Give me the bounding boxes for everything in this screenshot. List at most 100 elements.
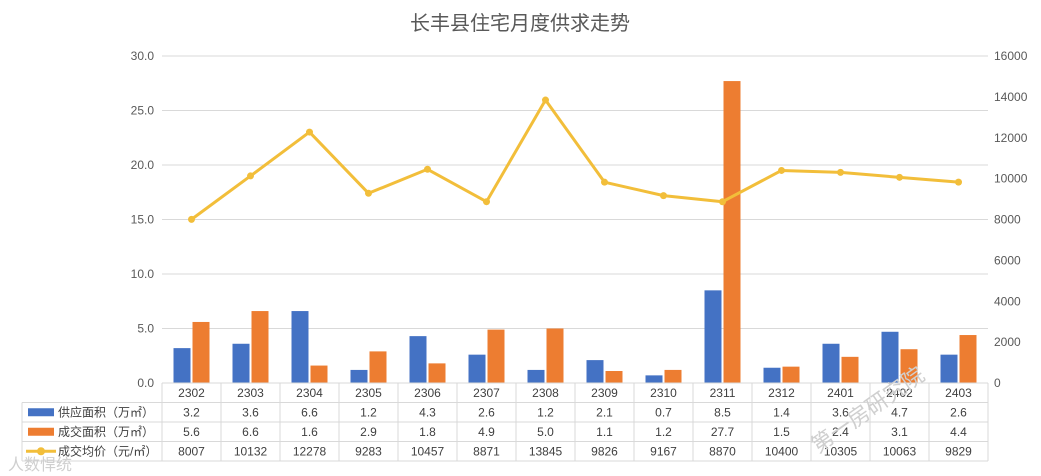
bar-supply [468,354,486,383]
data-cell: 1.2 [360,405,377,419]
bar-deal [959,335,977,383]
legend-label: 成交面积（万㎡） [58,424,154,439]
price-point [188,215,195,223]
y-left-tick-label: 5.0 [137,322,154,336]
data-cell: 0.7 [655,405,672,419]
y-left-tick-label: 25.0 [131,104,155,118]
price-point [306,128,313,136]
y-right-tick-label: 10000 [994,172,1028,186]
data-cell: 8871 [473,444,500,458]
bar-supply [940,354,958,383]
legend-label: 供应面积（万㎡） [58,404,154,419]
bar-deal [664,369,682,383]
y-left-tick-label: 20.0 [131,158,155,172]
data-cell: 10063 [883,444,917,458]
data-cell: 6.6 [301,405,318,419]
data-cell: 9283 [355,444,382,458]
bar-deal [369,351,387,383]
bar-supply [763,367,781,383]
bar-deal [900,349,918,383]
data-cell: 10305 [824,444,858,458]
data-cell: 4.3 [419,405,436,419]
data-cell: 9829 [945,444,972,458]
y-right-tick-label: 6000 [994,253,1021,267]
price-series-line [190,98,959,221]
data-cell: 1.2 [537,405,554,419]
data-table: 2302 2303 2304 2305 2306 2307 2308 2309 2310 2311… [21,382,989,462]
x-tick-label: 2308 [532,386,559,400]
data-cell: 1.4 [773,405,790,419]
price-point [365,189,372,197]
data-cell: 8007 [178,444,205,458]
y-right-tick-label: 8000 [994,213,1021,227]
x-tick-label: 2304 [296,386,323,400]
price-point [247,172,254,180]
bar-supply [822,343,840,383]
data-cell: 10132 [234,444,268,458]
y-right-tick-label: 14000 [994,90,1028,104]
price-point [542,96,549,104]
data-cell: 3.1 [891,425,908,439]
bar-supply [232,343,250,383]
data-cell: 2.6 [478,405,495,419]
price-point [719,198,726,206]
gridlines [162,55,988,329]
axes: 0.0 5.0 10.0 15.0 20.0 25.0 30.0 0 2000 4000 6000 8… [131,49,1028,390]
data-cell: 1.5 [773,425,790,439]
price-point [601,178,608,186]
x-tick-label: 2310 [650,386,677,400]
bar-deal [723,81,741,383]
data-cell: 1.1 [596,425,613,439]
x-tick-label: 2309 [591,386,618,400]
bar-supply [409,336,427,383]
data-cell: 9826 [591,444,618,458]
bar-supply [527,369,545,383]
bar-deal [546,328,564,383]
price-point [837,168,844,176]
x-tick-label: 2311 [710,386,736,400]
bar-supply [586,360,604,383]
data-cell: 10457 [411,444,445,458]
x-tick-label: 2305 [355,386,382,400]
data-cell: 3.6 [832,405,849,419]
data-cell: 1.6 [301,425,318,439]
legend-label: 成交均价（元/㎡） [58,443,157,458]
data-cell: 27.7 [711,425,735,439]
legend-key-marker [37,447,45,456]
data-cell: 1.2 [655,425,672,439]
price-point [483,198,490,206]
bar-deal [310,365,328,383]
y-right-tick-label: 2000 [994,335,1021,349]
y-right-tick-label: 16000 [994,49,1028,63]
y-left-tick-label: 0.0 [137,376,154,390]
data-cell: 9167 [650,444,677,458]
data-cell: 13845 [529,444,563,458]
bar-supply [291,311,309,383]
bar-supply [173,348,191,383]
bar-deal [605,371,623,383]
data-cell: 6.6 [242,425,259,439]
chart-title: 长丰县住宅月度供求走势 [410,12,630,35]
legend-key-bar [28,408,54,417]
legend-key-bar [28,427,54,436]
data-cell: 4.4 [950,425,967,439]
bar-deal [192,321,210,383]
bar-deal [841,356,859,383]
y-left-tick-label: 30.0 [131,49,155,63]
watermark: 人数悍统 [8,456,72,474]
data-cell: 2.4 [832,425,849,439]
data-cell: 8870 [709,444,736,458]
y-left-tick-label: 15.0 [131,213,155,227]
y-left-tick-label: 10.0 [131,267,155,281]
x-tick-label: 2306 [414,386,441,400]
bar-deal [782,366,800,383]
bar-deal [428,363,446,383]
data-cell: 2.1 [596,405,613,419]
y-right-tick-label: 4000 [994,294,1021,308]
bar-deal [487,329,505,383]
bar-deal [251,311,269,383]
bar-supply [704,290,722,383]
price-point [955,178,962,186]
data-cell: 3.6 [242,405,259,419]
x-tick-label: 2307 [473,386,500,400]
